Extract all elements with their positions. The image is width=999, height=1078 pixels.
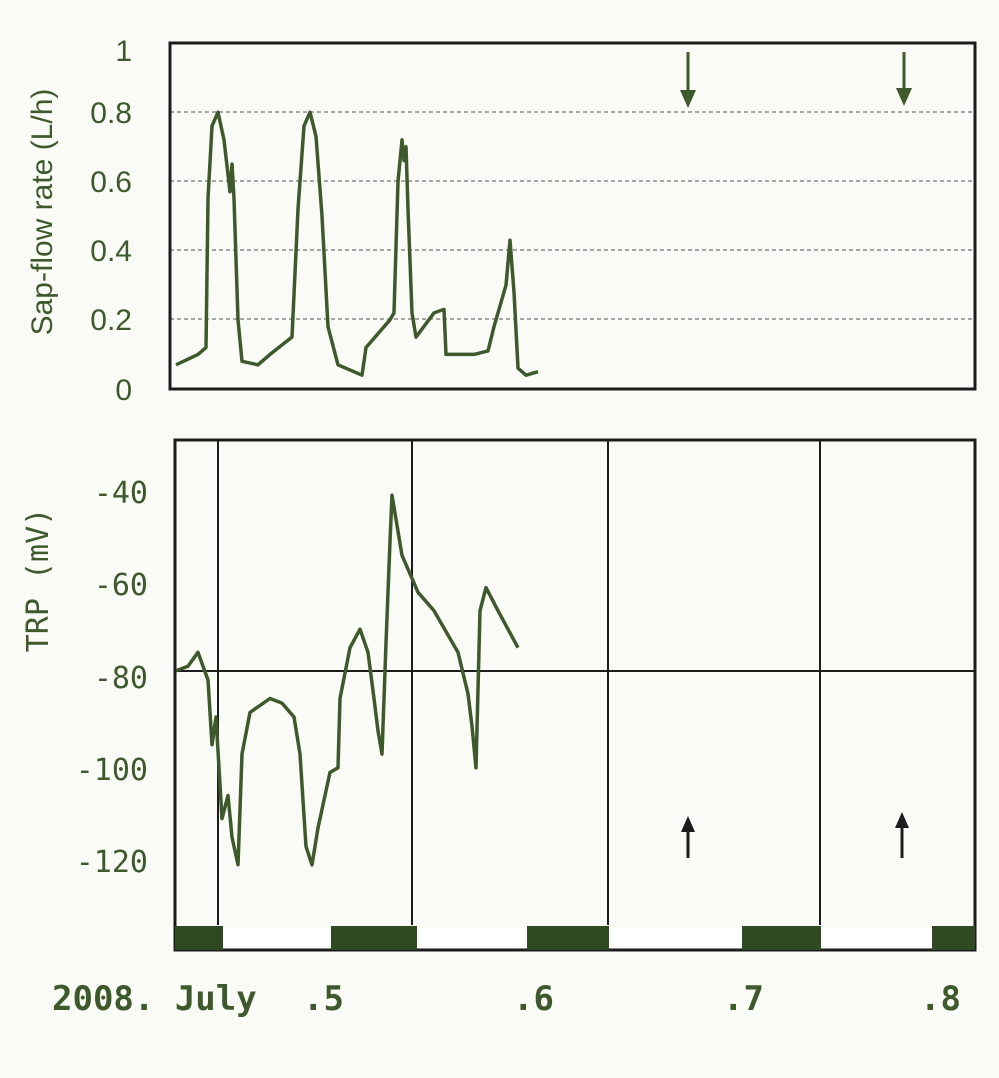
- night-segment: [932, 926, 975, 950]
- date-tick-label: .7: [723, 979, 764, 1019]
- sap-ytick-label: 0.4: [90, 235, 132, 268]
- down-arrow-icon: [680, 52, 696, 108]
- day-segment: [821, 928, 932, 948]
- date-tick-label: .5: [303, 979, 344, 1019]
- date-axis: 2008. July .5 .6 .7 .8: [52, 979, 961, 1019]
- night-segment: [527, 926, 609, 950]
- sap-y-axis-title: Sap-flow rate (L/h): [26, 89, 59, 336]
- up-arrow-icon: [681, 816, 695, 858]
- sap-ytick-label: 0.8: [90, 97, 132, 130]
- sap-ytick-label: 0.6: [90, 166, 132, 199]
- sap-flow-series-line: [175, 110, 539, 377]
- trp-ytick-label: -80: [94, 661, 148, 696]
- trp-ytick-label: -100: [76, 753, 148, 788]
- sap-plot-frame: [168, 41, 977, 391]
- day-segment: [417, 928, 527, 948]
- trp-ytick-label: -40: [94, 476, 148, 511]
- day-segment: [609, 928, 742, 948]
- day-night-bar: [175, 926, 975, 950]
- date-tick-label: .6: [513, 979, 554, 1019]
- date-prefix-label: 2008. July: [52, 979, 257, 1019]
- trp-ytick-label: -120: [76, 845, 148, 880]
- trp-ytick-label: -60: [94, 568, 148, 603]
- sap-ytick-label: 0: [115, 374, 132, 407]
- trp-series-line: [175, 493, 520, 867]
- down-arrow-icon: [896, 52, 912, 106]
- night-segment: [331, 926, 417, 950]
- sap-ytick-label: 0.2: [90, 304, 132, 337]
- trp-plot-frame: [173, 438, 977, 952]
- trp-y-axis-title: TRP (mV): [21, 508, 56, 653]
- date-tick-label: .8: [920, 979, 961, 1019]
- trp-panel: -40 -60 -80 -100 -120 TRP (mV): [21, 438, 977, 952]
- sap-flow-panel: 1 0.8 0.6 0.4 0.2 0 Sap-flow rate (L/h): [26, 35, 977, 407]
- day-segment: [223, 928, 331, 948]
- night-segment: [742, 926, 821, 950]
- up-arrow-icon: [895, 812, 909, 858]
- sap-ytick-label: 1: [115, 35, 132, 68]
- night-segment: [175, 926, 223, 950]
